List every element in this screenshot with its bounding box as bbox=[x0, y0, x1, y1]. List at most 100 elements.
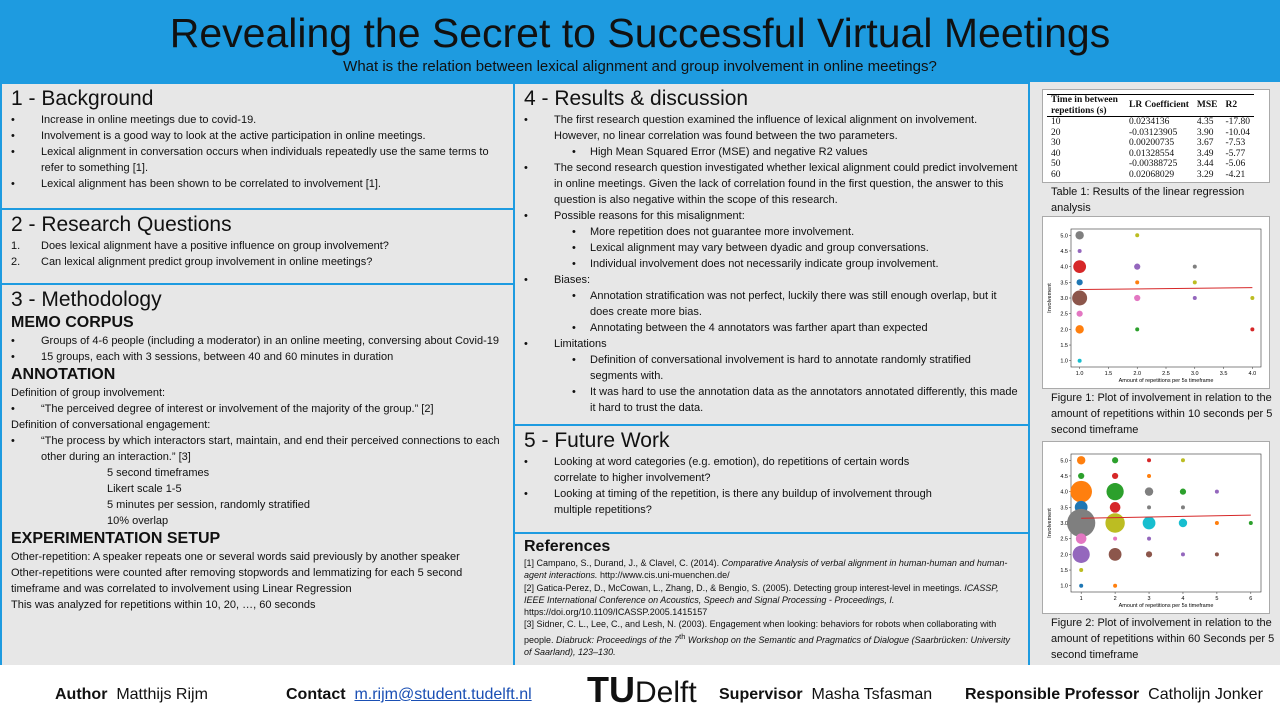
text-run: [1] Campano, S., Durand, J., & Clavel, C… bbox=[524, 558, 722, 568]
plot-frame bbox=[1070, 453, 1262, 593]
plot-frame bbox=[1070, 228, 1262, 368]
marker: • bbox=[572, 146, 576, 158]
item-text: Can lexical alignment predict group invo… bbox=[41, 256, 373, 268]
label: Supervisor bbox=[719, 686, 803, 703]
value: Catholijn Jonker bbox=[1148, 686, 1263, 703]
marker: • bbox=[11, 435, 15, 447]
point bbox=[1112, 457, 1119, 464]
paragraph: Definition of group involvement: bbox=[11, 387, 166, 399]
figure-plot: 1 2 3 4 5 6 1.0 1.5 2.0 2.5 3.0 3.5 4.0 4.5 5.0 Amount … bbox=[1047, 453, 1262, 609]
author: Author Matthijs Rijm bbox=[55, 686, 208, 704]
y-tick-label: 2.0 bbox=[1060, 327, 1068, 333]
italic-run: Diabruck: Proceedings of the 7 bbox=[556, 634, 680, 645]
point bbox=[1075, 231, 1084, 240]
list-item: • 15 groups, each with 3 sessions, betwee… bbox=[11, 349, 505, 365]
x-tick-label: 3 bbox=[1148, 596, 1151, 602]
regression-line bbox=[1079, 287, 1253, 291]
point bbox=[1135, 280, 1140, 285]
item-text: “The perceived degree of interest or inv… bbox=[41, 403, 434, 415]
marker: • bbox=[572, 258, 576, 270]
point bbox=[1109, 502, 1121, 513]
label: Contact bbox=[286, 686, 346, 703]
item-text: Looking at timing of the repetition, is … bbox=[554, 488, 932, 516]
list-item: • Possible reasons for this misalignment: bbox=[524, 208, 1020, 224]
results-table: Time in between repetitions (s) LR Coeffi… bbox=[1047, 94, 1255, 180]
text-run: https://doi.org/10.1109/ICASSP.2005.1415… bbox=[524, 607, 708, 618]
point bbox=[1250, 296, 1255, 300]
list-item: • Increase in online meetings due to covi… bbox=[11, 112, 505, 128]
table-cell: 3.49 bbox=[1196, 148, 1214, 159]
table-cell: -17.80 bbox=[1225, 117, 1251, 127]
item-text: Possible reasons for this misalignment: bbox=[554, 210, 745, 222]
list-item: • The first research question examined th… bbox=[524, 112, 1020, 144]
table-cell: 3.90 bbox=[1196, 127, 1214, 138]
point bbox=[1142, 516, 1156, 530]
point bbox=[1250, 327, 1255, 332]
point bbox=[1106, 483, 1124, 501]
list-item: • Lexical alignment may vary between dyad… bbox=[524, 240, 1020, 256]
y-tick-label: 5.0 bbox=[1060, 458, 1068, 464]
item-text: It was hard to use the annotation data a… bbox=[590, 386, 1018, 414]
x-tick-label: 1.0 bbox=[1076, 371, 1084, 377]
figure-box: 1.0 1.5 2.0 2.5 3.0 3.5 4.0 1.0 1.5 2.0 2.5 3.0 3.5 4… bbox=[1042, 216, 1270, 389]
list-item: • Definition of conversational involvemen… bbox=[524, 352, 1020, 384]
point bbox=[1079, 583, 1084, 588]
header-row: Time in between repetitions (s) LR Coeffi… bbox=[1047, 94, 1255, 117]
list-item: • Lexical alignment has been shown to be … bbox=[11, 176, 505, 192]
marker: • bbox=[572, 354, 576, 366]
list-item: • Biases: bbox=[524, 272, 1020, 288]
item-text: The first research question examined the… bbox=[554, 114, 978, 142]
figure-caption: Figure 1: Plot of involvement in relatio… bbox=[1051, 392, 1273, 436]
italic-run: ICASSP, IEEE International Conference on… bbox=[524, 582, 999, 605]
references-heading: References bbox=[524, 538, 611, 555]
point bbox=[1079, 568, 1084, 573]
x-tick-label: 2 bbox=[1114, 596, 1117, 602]
point bbox=[1192, 264, 1197, 269]
logo-delft: Delft bbox=[635, 676, 697, 709]
figure-box: 1 2 3 4 5 6 1.0 1.5 2.0 2.5 3.0 3.5 4.0 4.5 5.0 Amount … bbox=[1042, 441, 1270, 614]
x-tick-label: 3.5 bbox=[1220, 371, 1228, 377]
y-tick-label: 4.0 bbox=[1060, 490, 1068, 496]
label: Author bbox=[55, 686, 108, 703]
point bbox=[1134, 294, 1141, 302]
subtitle: What is the relation between lexical ali… bbox=[343, 58, 937, 75]
y-tick-label: 3.0 bbox=[1060, 521, 1068, 527]
y-tick-label: 3.5 bbox=[1060, 280, 1068, 286]
point bbox=[1072, 290, 1088, 306]
x-tick-label: 2.0 bbox=[1133, 371, 1141, 377]
item-text: Limitations bbox=[554, 338, 607, 350]
marker: • bbox=[11, 335, 15, 347]
point bbox=[1078, 472, 1085, 480]
point bbox=[1075, 533, 1087, 544]
header-cell: MSE bbox=[1192, 94, 1222, 117]
marker: • bbox=[11, 130, 15, 142]
table-cell: 50 bbox=[1051, 159, 1061, 169]
table-cell: 4.35 bbox=[1196, 117, 1214, 127]
point bbox=[1077, 248, 1082, 253]
list-item: • “The process by which interactors start… bbox=[11, 433, 505, 465]
x-tick-label: 6 bbox=[1249, 596, 1252, 602]
table-cell: -7.53 bbox=[1225, 138, 1246, 148]
table-cell: 3.67 bbox=[1196, 138, 1214, 148]
y-tick-label: 1.5 bbox=[1060, 343, 1068, 349]
professor: Responsible Professor Catholijn Jonker bbox=[965, 686, 1263, 704]
point bbox=[1178, 518, 1188, 528]
marker: • bbox=[524, 114, 528, 126]
table-cell: 0.02068029 bbox=[1129, 169, 1175, 180]
point bbox=[1067, 508, 1096, 538]
email-link[interactable]: m.rijm@student.tudelft.nl bbox=[354, 686, 532, 703]
marker: • bbox=[524, 274, 528, 286]
subheading: EXPERIMENTATION SETUP bbox=[11, 530, 221, 547]
point bbox=[1073, 260, 1087, 274]
point bbox=[1072, 545, 1090, 563]
item-text: 15 groups, each with 3 sessions, between… bbox=[41, 351, 394, 363]
point bbox=[1070, 480, 1092, 503]
marker: • bbox=[524, 338, 528, 350]
section-heading: 5 - Future Work bbox=[524, 429, 670, 452]
future-panel: 5 - Future Work • Looking at word categori… bbox=[513, 424, 1030, 534]
point bbox=[1147, 458, 1152, 463]
marker: 2. bbox=[11, 256, 21, 268]
y-axis-label: Involvement bbox=[1047, 508, 1053, 538]
list-item: • Looking at timing of the repetition, is… bbox=[524, 486, 938, 518]
text-run: [3] Sidner, C. L., Lee, C., and Lesh, N.… bbox=[524, 619, 997, 645]
